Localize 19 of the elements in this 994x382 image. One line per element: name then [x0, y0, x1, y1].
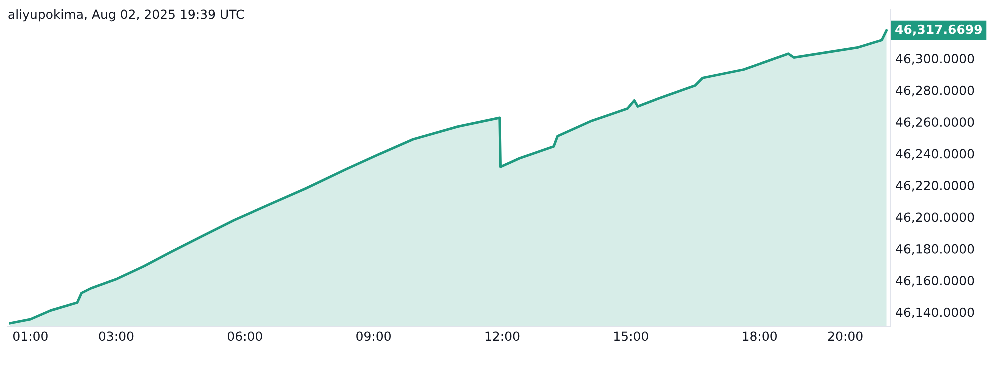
- y-tick-label: 46,280.0000: [896, 86, 974, 97]
- y-tick-label: 46,220.0000: [896, 180, 974, 192]
- x-tick-label: 15:00: [614, 332, 648, 342]
- y-tick-label: 46,240.0000: [896, 149, 974, 160]
- x-tick-label: 20:00: [828, 332, 863, 342]
- y-tick-label: 46,300.0000: [896, 54, 974, 65]
- chart-title: aliyupokima, Aug 02, 2025 19:39 UTC: [8, 10, 244, 22]
- x-tick-label: 12:00: [486, 332, 520, 342]
- y-tick-label: 46,260.0000: [896, 118, 974, 128]
- y-tick-label: 46,200.0000: [896, 212, 974, 224]
- x-tick-label: 09:00: [356, 332, 391, 342]
- text: 46,317.6699: [896, 24, 982, 36]
- y-tick-label: 46,180.0000: [896, 244, 974, 256]
- x-tick-label: 03:00: [99, 332, 134, 342]
- y-tick-label: 46,160.0000: [896, 276, 974, 287]
- x-tick-label: 01:00: [13, 332, 48, 342]
- y-tick-label: 46,140.0000: [896, 308, 974, 319]
- x-tick-label: 06:00: [228, 332, 262, 342]
- x-tick-label: 18:00: [743, 332, 777, 342]
